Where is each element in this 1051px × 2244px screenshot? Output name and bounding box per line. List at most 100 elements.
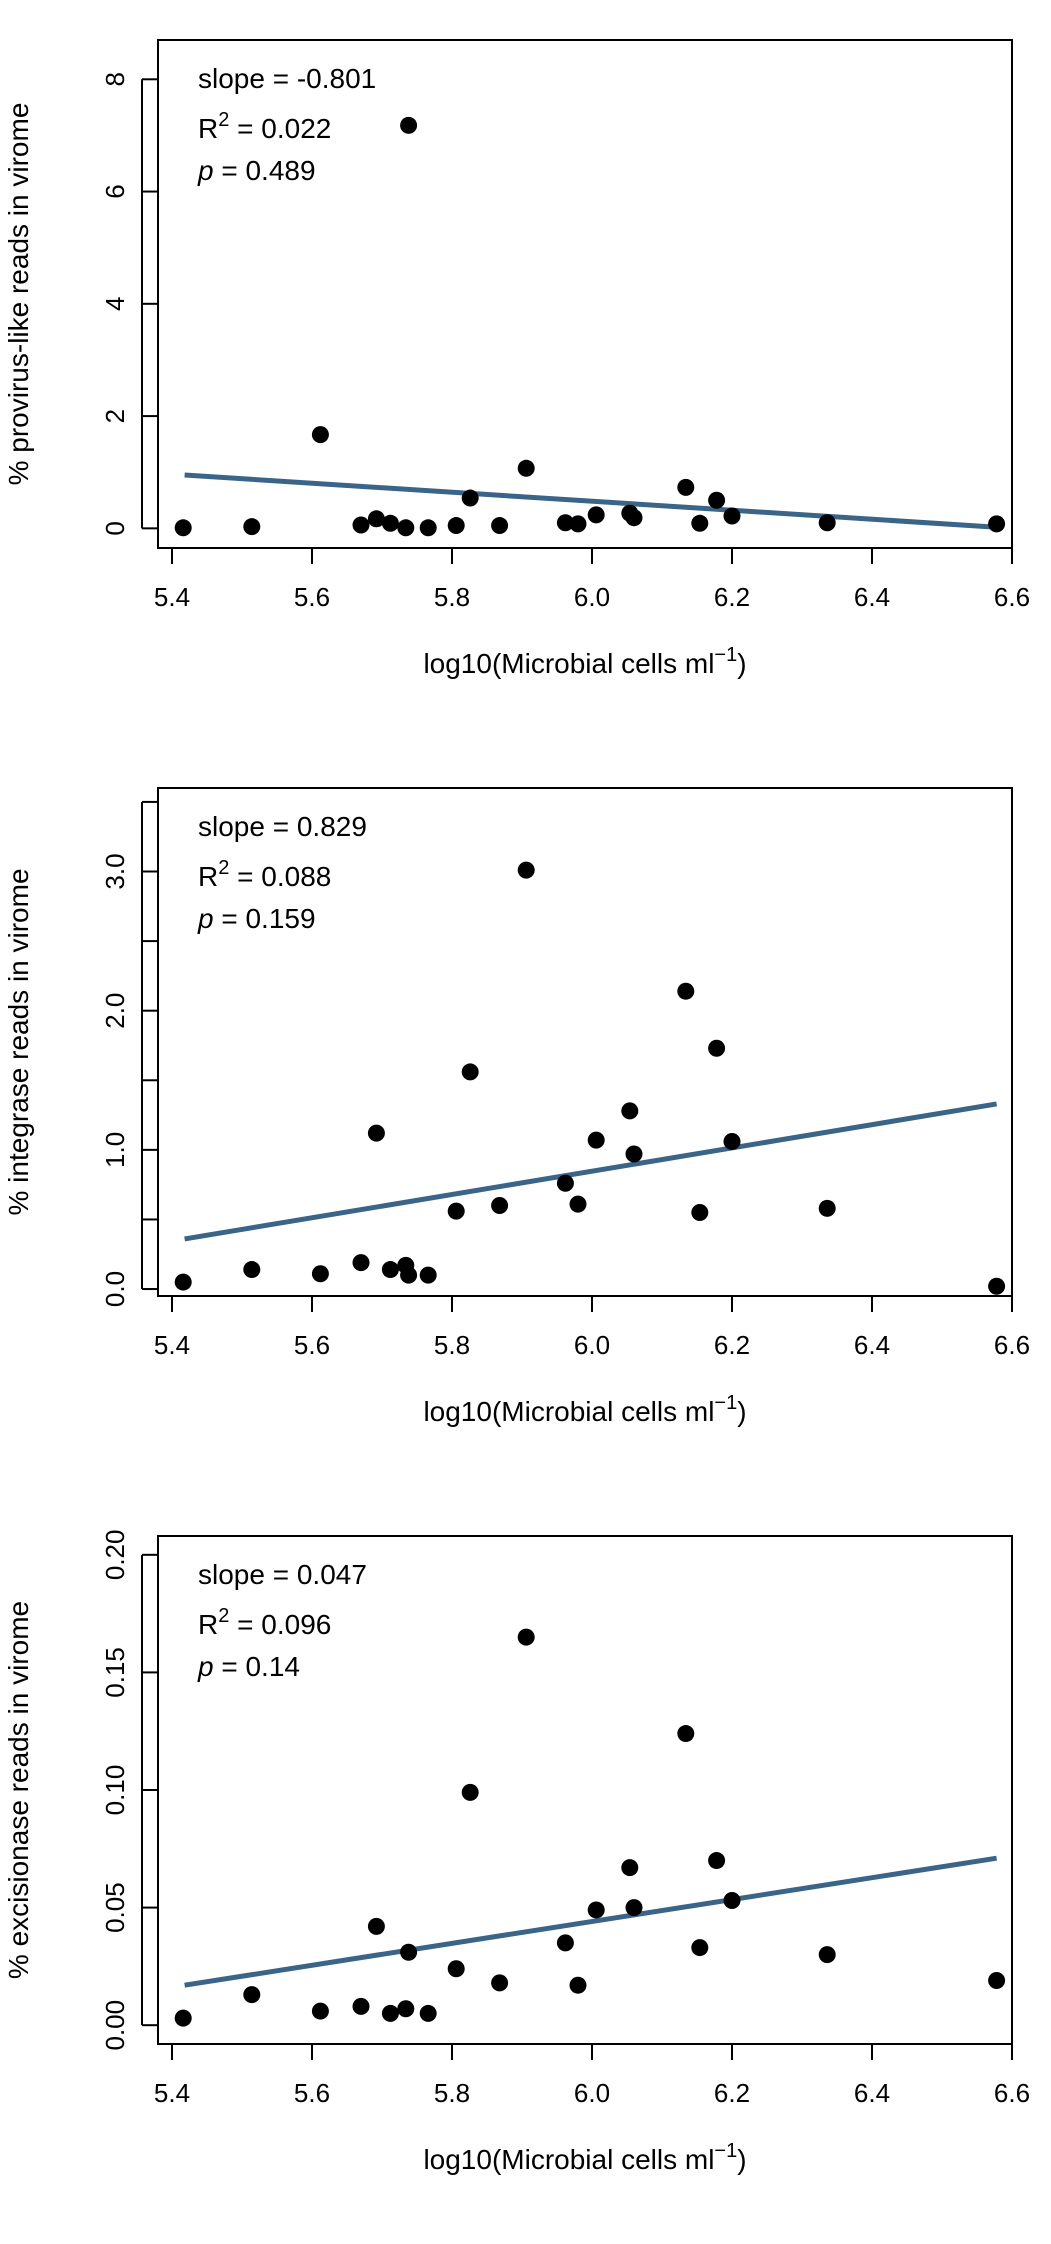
slope-label: slope = 0.829 xyxy=(198,811,367,842)
y-tick-label: 8 xyxy=(100,72,130,86)
data-point xyxy=(381,1261,399,1279)
data-point xyxy=(311,1265,329,1283)
data-point xyxy=(818,514,836,532)
data-point xyxy=(708,1852,726,1870)
data-point xyxy=(677,982,695,1000)
y-tick-label: 4 xyxy=(100,297,130,311)
slope-label: slope = -0.801 xyxy=(198,63,376,94)
data-point xyxy=(988,1972,1006,1989)
data-point xyxy=(174,519,192,537)
y-axis-label: % excisionase reads in virome xyxy=(3,1601,34,1979)
regression-line xyxy=(184,1101,998,1242)
x-tick-label: 6.4 xyxy=(854,1330,890,1360)
x-tick-label: 6.0 xyxy=(574,2078,610,2108)
x-tick-label: 6.2 xyxy=(714,1330,750,1360)
data-point xyxy=(447,1202,465,1220)
x-axis-label: log10(Microbial cells ml−1) xyxy=(423,644,746,679)
x-tick-label: 6.2 xyxy=(714,582,750,612)
provirus-scatter-plot: 5.4 5.6 5.8 6.0 6.2 6.4 6.6 0 2 4 6 8 log10(Microbia… xyxy=(3,39,1030,679)
data-point xyxy=(723,1892,741,1910)
data-point xyxy=(367,1917,385,1935)
x-axis-label: log10(Microbial cells ml−1) xyxy=(423,1392,746,1427)
data-point xyxy=(461,1063,479,1081)
data-point xyxy=(381,2004,399,2022)
r-squared-label: R2 = 0.088 xyxy=(198,857,331,892)
data-point xyxy=(723,1133,741,1151)
regression-line xyxy=(184,472,997,530)
y-tick-label: 0.10 xyxy=(100,1765,130,1816)
x-tick-label: 6.6 xyxy=(994,582,1030,612)
data-point xyxy=(174,2009,192,2027)
data-point xyxy=(311,2002,329,2020)
r-squared-label: R2 = 0.096 xyxy=(198,1605,331,1640)
x-tick-label: 6.4 xyxy=(854,2078,890,2108)
data-point xyxy=(381,514,399,532)
data-point xyxy=(818,1946,836,1964)
data-point xyxy=(621,1102,639,1120)
x-tick-label: 5.4 xyxy=(154,582,190,612)
x-tick-label: 5.8 xyxy=(434,2078,470,2108)
y-tick-label: 0.0 xyxy=(100,1271,130,1307)
slope-label: slope = 0.047 xyxy=(198,1559,367,1590)
data-point xyxy=(569,515,587,533)
data-point xyxy=(517,861,535,879)
data-point xyxy=(587,506,605,524)
data-point xyxy=(708,491,726,509)
x-tick-label: 6.0 xyxy=(574,1330,610,1360)
data-point xyxy=(625,509,643,527)
y-tick-label: 0.15 xyxy=(100,1647,130,1698)
data-point xyxy=(352,1997,370,2015)
data-point xyxy=(461,1783,479,1801)
data-point xyxy=(461,489,479,507)
y-tick-label: 6 xyxy=(100,184,130,198)
p-value-label: p = 0.159 xyxy=(197,903,316,934)
data-point xyxy=(397,2000,415,2018)
data-point xyxy=(988,515,1006,533)
data-point xyxy=(367,510,385,528)
y-tick-label: 0.20 xyxy=(100,1530,130,1581)
data-point xyxy=(419,519,437,537)
y-tick-label: 0.05 xyxy=(100,1882,130,1933)
x-tick-label: 6.4 xyxy=(854,582,890,612)
data-point xyxy=(677,1725,695,1743)
data-point xyxy=(625,1899,643,1917)
x-tick-label: 5.6 xyxy=(294,2078,330,2108)
r-squared-label: R2 = 0.022 xyxy=(198,109,331,144)
data-point xyxy=(174,1273,192,1291)
data-point xyxy=(556,514,574,532)
x-tick-label: 6.6 xyxy=(994,2078,1030,2108)
data-point xyxy=(367,1124,385,1142)
excisionase-scatter-plot: 5.4 5.6 5.8 6.0 6.2 6.4 6.6 0.00 0.05 0.10 0.15 0.2… xyxy=(3,1530,1030,2175)
chart-panel-integrase: 5.4 5.6 5.8 6.0 6.2 6.4 6.6 0.0 1.0 2.0 3.0 log10(M… xyxy=(0,748,1051,1496)
chart-panel-provirus: 5.4 5.6 5.8 6.0 6.2 6.4 6.6 0 2 4 6 8 log10(Microbia… xyxy=(0,0,1051,748)
data-point xyxy=(517,459,535,477)
y-axis-label: % provirus-like reads in virome xyxy=(3,103,34,486)
y-tick-label: 0 xyxy=(100,521,130,535)
data-point xyxy=(625,1145,643,1163)
data-point xyxy=(447,517,465,535)
data-point xyxy=(569,1195,587,1213)
data-point xyxy=(419,2004,437,2022)
x-tick-label: 5.6 xyxy=(294,582,330,612)
data-point xyxy=(708,1039,726,1057)
data-point xyxy=(556,1174,574,1192)
chart-panel-excisionase: 5.4 5.6 5.8 6.0 6.2 6.4 6.6 0.00 0.05 0.10 0.15 0.2… xyxy=(0,1496,1051,2244)
y-tick-label: 0.00 xyxy=(100,2000,130,2051)
data-point xyxy=(447,1960,465,1978)
data-point xyxy=(569,1976,587,1994)
integrase-scatter-plot: 5.4 5.6 5.8 6.0 6.2 6.4 6.6 0.0 1.0 2.0 3.0 log10(M… xyxy=(3,787,1030,1427)
x-tick-label: 5.8 xyxy=(434,1330,470,1360)
data-point xyxy=(352,1254,370,1272)
regression-line xyxy=(184,1855,997,1988)
data-point xyxy=(691,1939,709,1957)
y-tick-label: 2.0 xyxy=(100,993,130,1029)
data-point xyxy=(691,514,709,532)
data-point xyxy=(243,1261,261,1279)
x-tick-label: 6.0 xyxy=(574,582,610,612)
data-point xyxy=(400,1943,418,1961)
data-point xyxy=(491,517,509,535)
data-point xyxy=(818,1199,836,1217)
data-point xyxy=(419,1266,437,1284)
p-value-label: p = 0.489 xyxy=(197,155,316,186)
x-tick-label: 5.8 xyxy=(434,582,470,612)
